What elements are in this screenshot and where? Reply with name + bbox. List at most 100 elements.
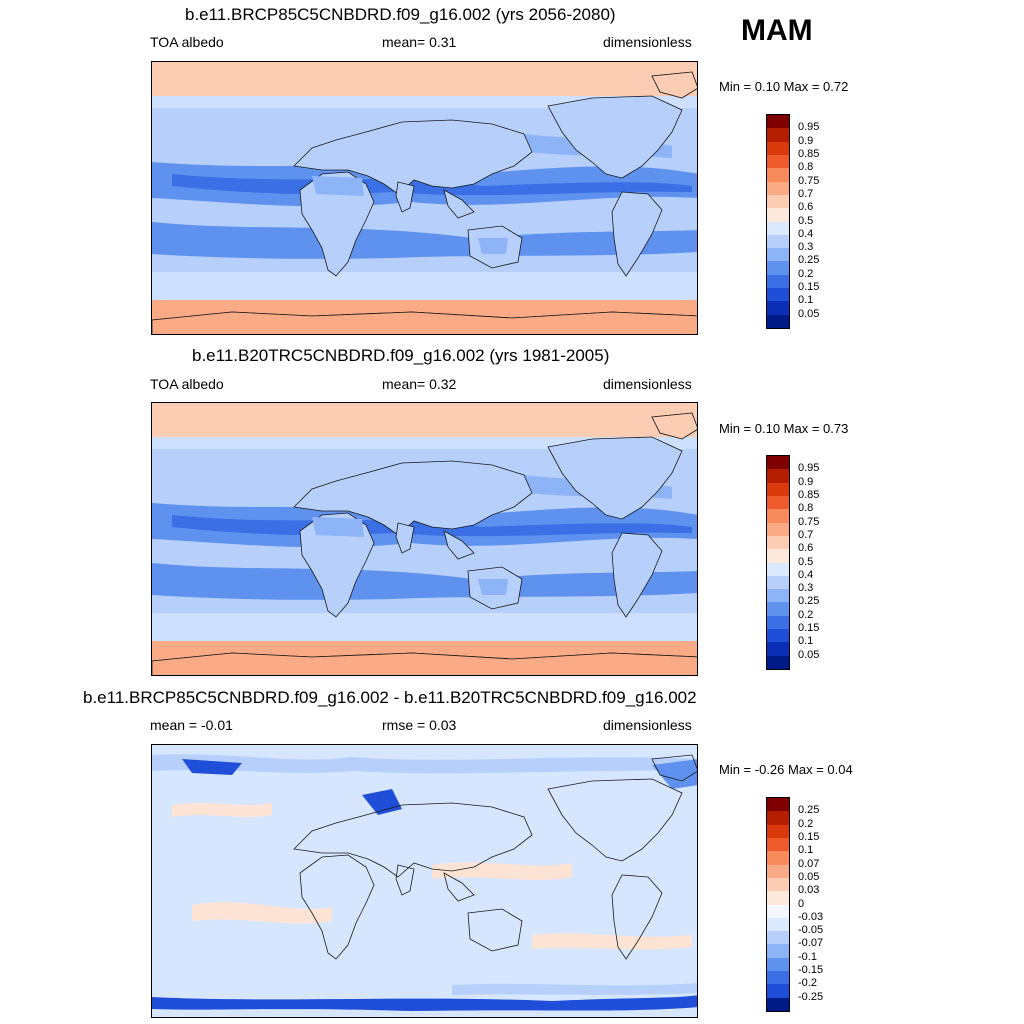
colorbar-tick-label: 0.6 xyxy=(798,542,814,555)
colorbar-cell xyxy=(767,456,789,470)
colorbar-cell xyxy=(767,168,789,182)
map-future xyxy=(151,61,698,335)
map-present xyxy=(151,402,698,676)
colorbar-cell xyxy=(767,655,789,669)
colorbar-cell xyxy=(767,589,789,603)
colorbar-tick-label: 0.1 xyxy=(798,294,814,307)
colorbar-tick-label: 0.75 xyxy=(798,174,820,187)
colorbar-tick-label: 0.95 xyxy=(798,121,820,134)
panel-left-label: TOA albedo xyxy=(150,34,224,50)
colorbar-cell xyxy=(767,141,789,155)
minmax-label: Min = -0.26 Max = 0.04 xyxy=(719,762,853,777)
colorbar-cell xyxy=(767,837,789,852)
colorbar-tick-label: 0.15 xyxy=(798,830,820,843)
panel-title-present: b.e11.B20TRC5CNBDRD.f09_g16.002 (yrs 198… xyxy=(192,346,610,365)
panel-mean-label: mean= 0.32 xyxy=(382,376,457,392)
colorbar-cell xyxy=(767,904,789,918)
colorbar-tick-label: -0.03 xyxy=(798,910,824,923)
colorbar-cell xyxy=(767,549,789,563)
colorbar-tick-label: -0.1 xyxy=(798,950,817,963)
panel-rmse-label: rmse = 0.03 xyxy=(382,717,457,733)
colorbar-cell xyxy=(767,944,789,958)
colorbar-cell xyxy=(767,877,789,892)
colorbar-tick-label: 0.7 xyxy=(798,187,814,200)
colorbar-cell xyxy=(767,824,789,838)
colorbar-cell xyxy=(767,221,789,235)
colorbar-cell xyxy=(767,851,789,865)
colorbar-cell xyxy=(767,208,789,222)
colorbar-cell xyxy=(767,495,789,510)
colorbar-tick-label: 0.05 xyxy=(798,648,820,661)
colorbar-cell xyxy=(767,535,789,550)
colorbar-cell xyxy=(767,482,789,496)
colorbar-tick-label: 0.8 xyxy=(798,502,814,515)
minmax-label: Min = 0.10 Max = 0.72 xyxy=(719,79,849,94)
colorbar-tick-label: 0.85 xyxy=(798,488,820,501)
colorbar-cell xyxy=(767,181,789,195)
map-difference xyxy=(151,744,698,1018)
colorbar-tick-label: 0.25 xyxy=(798,254,820,267)
panel-title-difference: b.e11.BRCP85C5CNBDRD.f09_g16.002 - b.e11… xyxy=(83,688,697,707)
colorbar-cell xyxy=(767,115,789,129)
colorbar-tick-label: 0.1 xyxy=(798,635,814,648)
colorbar-cell xyxy=(767,522,789,536)
colorbar-tick-label: 0 xyxy=(798,897,805,910)
colorbar-tick-label: 0.1 xyxy=(798,844,814,857)
colorbar-cell xyxy=(767,615,789,630)
colorbar-tick-label: 0.95 xyxy=(798,462,820,475)
colorbar-cell xyxy=(767,971,789,985)
colorbar-cell xyxy=(767,154,789,169)
colorbar-tick-label: 0.15 xyxy=(798,622,820,635)
colorbar-cell xyxy=(767,234,789,249)
colorbar-present xyxy=(766,455,790,670)
colorbar-cell xyxy=(767,602,789,616)
panel-units-label: dimensionless xyxy=(603,34,692,50)
colorbar-cell xyxy=(767,917,789,932)
colorbar-tick-label: 0.3 xyxy=(798,241,814,254)
colorbar-tick-label: -0.15 xyxy=(798,964,824,977)
panel-left-label: mean = -0.01 xyxy=(150,717,233,733)
colorbar-cell xyxy=(767,629,789,643)
colorbar-cell xyxy=(767,128,789,142)
colorbar-cell xyxy=(767,301,789,315)
colorbar-tick-label: 0.9 xyxy=(798,475,814,488)
colorbar-cell xyxy=(767,248,789,262)
colorbar-tick-label: 0.3 xyxy=(798,582,814,595)
colorbar-cell xyxy=(767,891,789,905)
colorbar-tick-label: 0.25 xyxy=(798,595,820,608)
colorbar-cell xyxy=(767,997,789,1011)
colorbar-tick-label: 0.4 xyxy=(798,568,814,581)
colorbar-tick-label: 0.2 xyxy=(798,267,814,280)
colorbar-tick-label: 0.05 xyxy=(798,870,820,883)
colorbar-tick-label: 0.25 xyxy=(798,804,820,817)
colorbar-cell xyxy=(767,288,789,302)
panel-mean-label: mean= 0.31 xyxy=(382,34,457,50)
colorbar-cell xyxy=(767,562,789,576)
colorbar-cell xyxy=(767,798,789,812)
colorbar-future xyxy=(766,114,790,329)
colorbar-tick-label: 0.85 xyxy=(798,147,820,160)
colorbar-tick-label: 0.15 xyxy=(798,281,820,294)
season-title: MAM xyxy=(741,14,813,47)
colorbar-cell xyxy=(767,957,789,972)
colorbar-cell xyxy=(767,984,789,998)
colorbar-cell xyxy=(767,469,789,483)
colorbar-tick-label: 0.9 xyxy=(798,134,814,147)
colorbar-cell xyxy=(767,509,789,523)
colorbar-tick-label: 0.4 xyxy=(798,227,814,240)
colorbar-cell xyxy=(767,864,789,878)
colorbar-tick-label: 0.03 xyxy=(798,884,820,897)
panel-units-label: dimensionless xyxy=(603,717,692,733)
colorbar-tick-label: 0.8 xyxy=(798,161,814,174)
colorbar-cell xyxy=(767,314,789,328)
colorbar-tick-label: 0.5 xyxy=(798,214,814,227)
colorbar-tick-label: -0.05 xyxy=(798,924,824,937)
panel-left-label: TOA albedo xyxy=(150,376,224,392)
colorbar-tick-label: 0.5 xyxy=(798,555,814,568)
colorbar-cell xyxy=(767,575,789,590)
panel-units-label: dimensionless xyxy=(603,376,692,392)
minmax-label: Min = 0.10 Max = 0.73 xyxy=(719,421,849,436)
colorbar-cell xyxy=(767,642,789,656)
colorbar-tick-label: 0.07 xyxy=(798,857,820,870)
colorbar-cell xyxy=(767,194,789,209)
